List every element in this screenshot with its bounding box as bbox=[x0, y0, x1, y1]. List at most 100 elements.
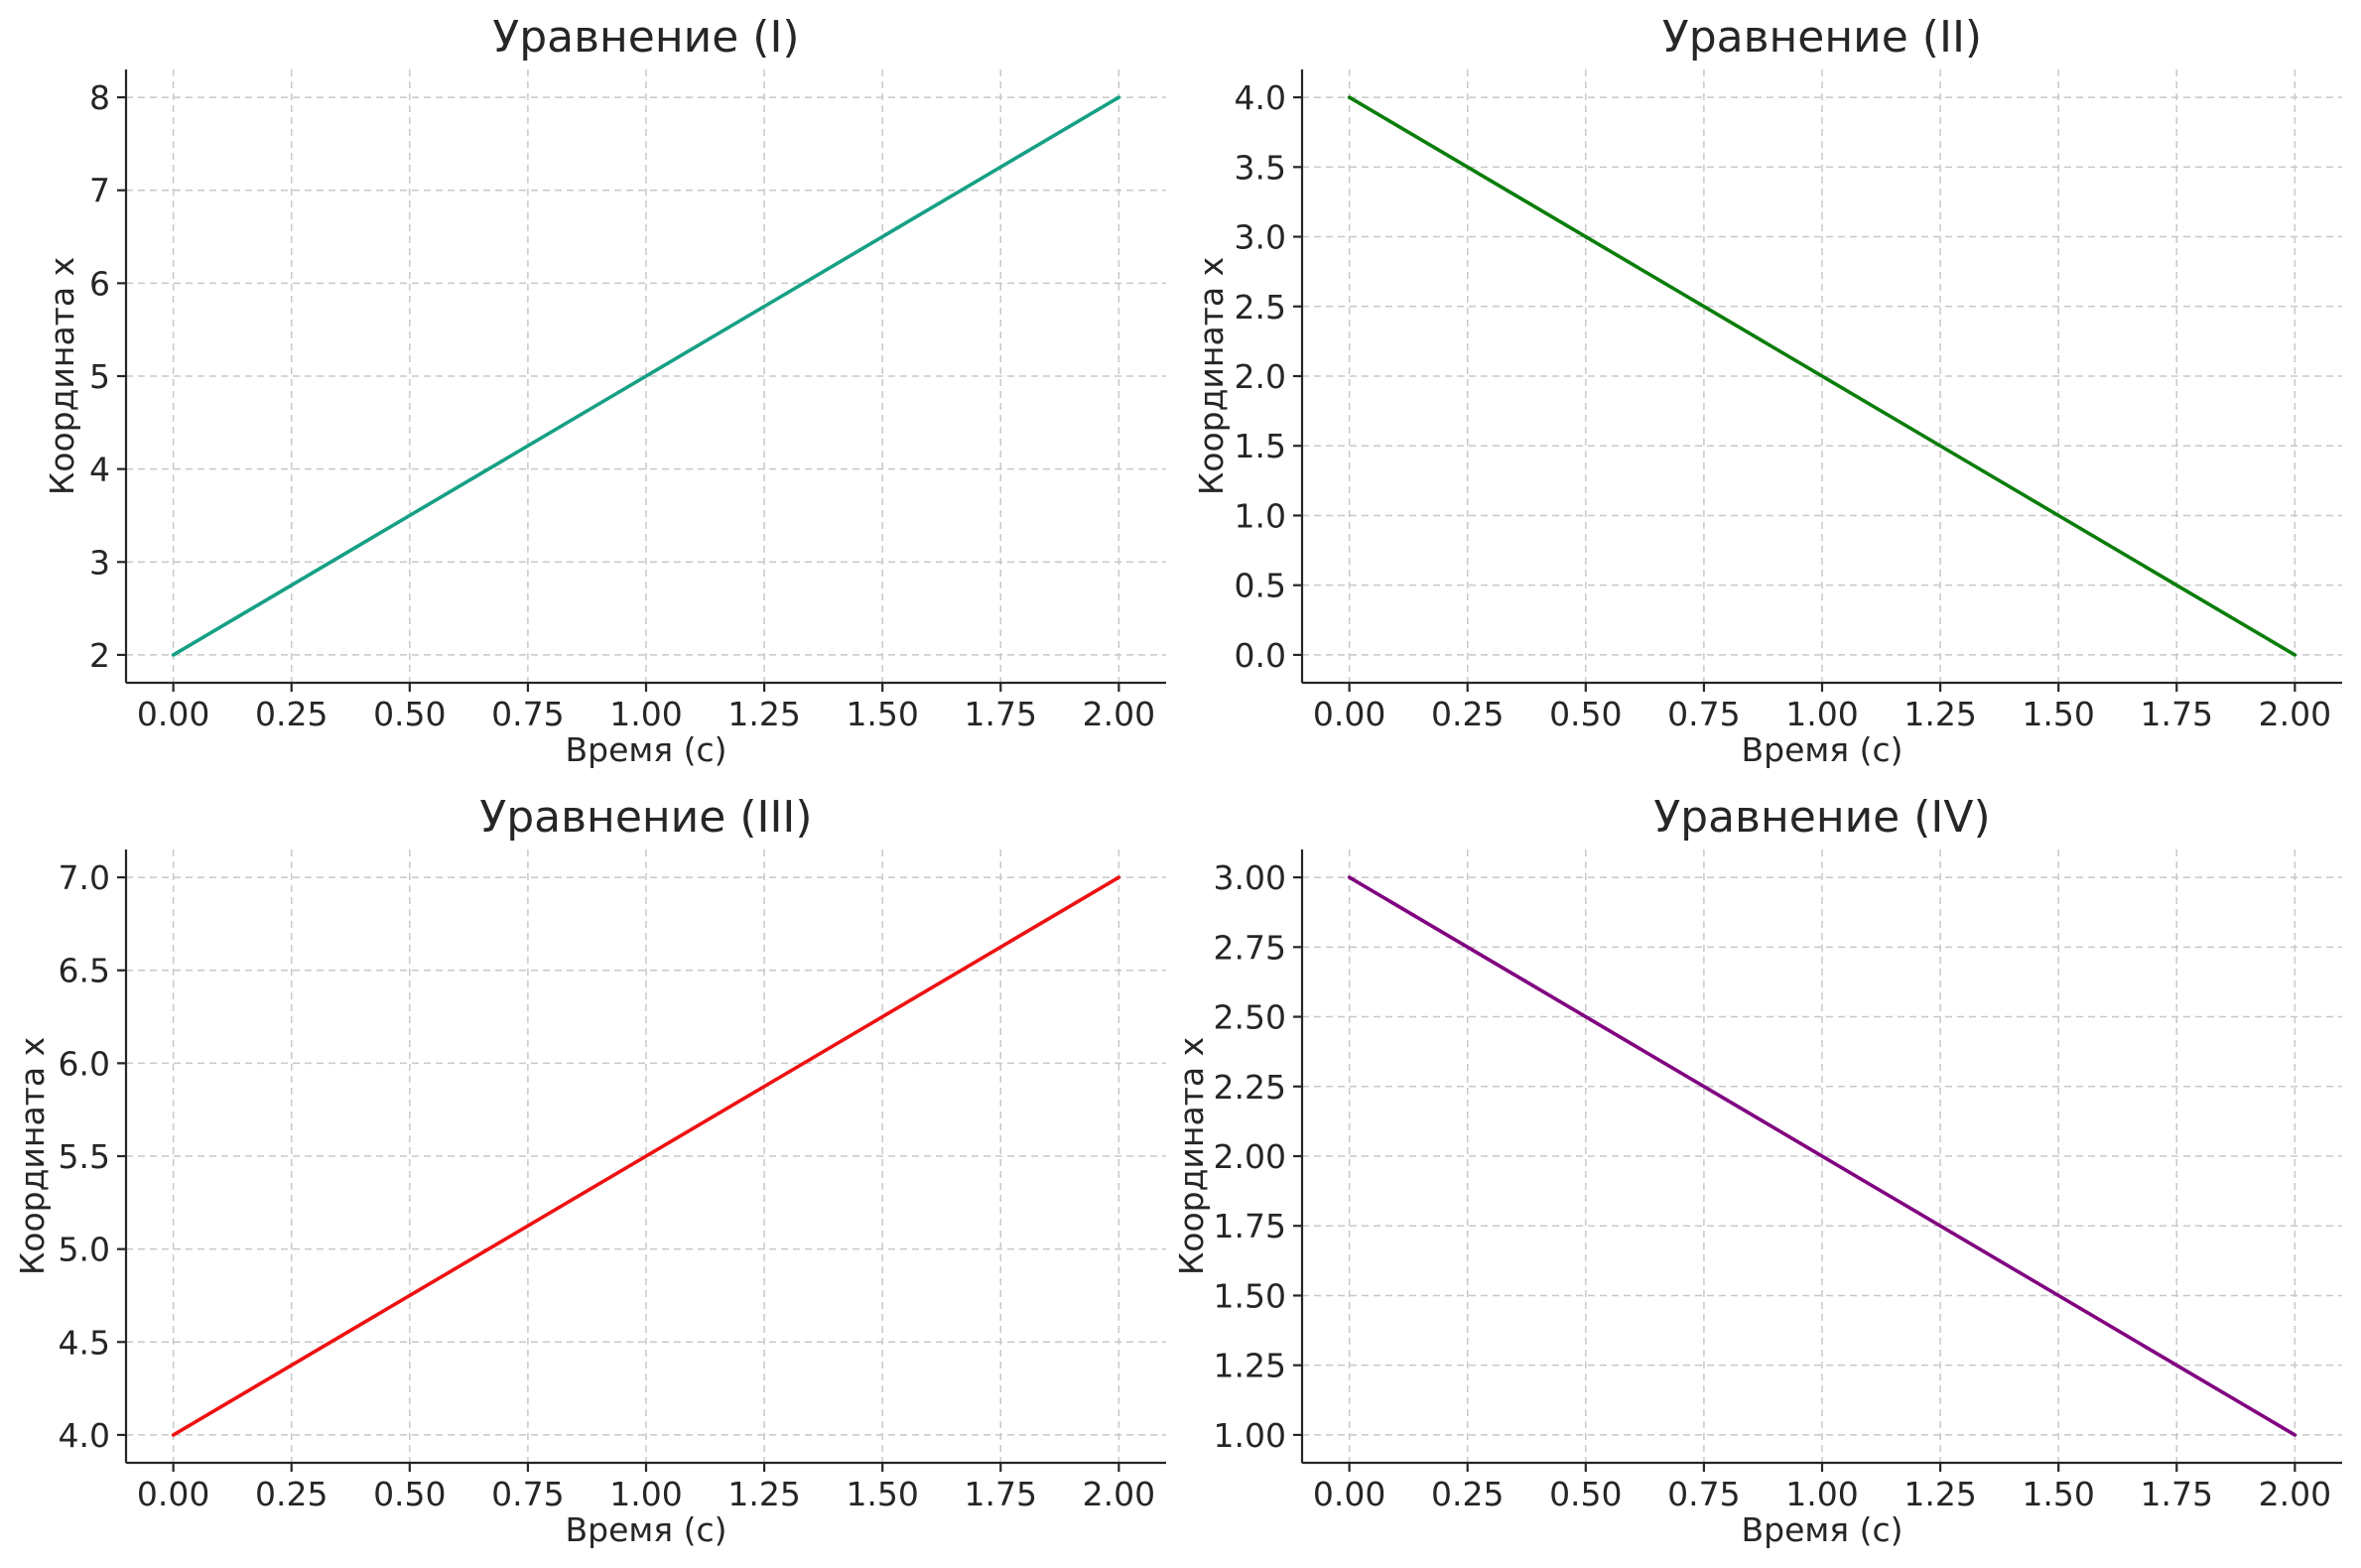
x-tick-label: 0.75 bbox=[491, 1475, 564, 1513]
series-line bbox=[171, 875, 1121, 1437]
x-tick-label: 1.75 bbox=[2141, 1475, 2213, 1513]
y-tick-label: 6.5 bbox=[59, 952, 110, 990]
y-tick-label: 1.5 bbox=[1235, 427, 1286, 465]
x-tick-label: 1.00 bbox=[1785, 695, 1858, 733]
y-tick-label: 5 bbox=[89, 357, 110, 396]
grid bbox=[1302, 69, 2342, 683]
y-tick-label: 4.5 bbox=[59, 1323, 110, 1362]
panel-equation-4: Уравнение (IV) 0.00 0.25 0.50 0.75 1.00 1.25 1… bbox=[1172, 792, 2342, 1549]
x-tick-label: 0.25 bbox=[255, 695, 328, 733]
x-ticks: 0.00 0.25 0.50 0.75 1.00 1.25 1.50 1.75 2.00 bbox=[137, 683, 1155, 733]
y-tick-label: 1.50 bbox=[1214, 1276, 1286, 1315]
y-tick-label: 3.5 bbox=[1235, 148, 1286, 187]
x-tick-label: 1.75 bbox=[965, 695, 1037, 733]
x-tick-label: 0.50 bbox=[373, 695, 446, 733]
x-tick-label: 0.50 bbox=[373, 1475, 446, 1513]
x-tick-label: 2.00 bbox=[2259, 1475, 2331, 1513]
x-ticks: 0.00 0.25 0.50 0.75 1.00 1.25 1.50 1.75 2.00 bbox=[137, 1463, 1155, 1513]
x-tick-label: 0.00 bbox=[1313, 695, 1385, 733]
y-tick-label: 4.0 bbox=[1235, 78, 1286, 117]
y-tick-label: 2 bbox=[89, 636, 110, 675]
y-axis-label: Координата x bbox=[43, 257, 81, 495]
y-tick-label: 0.5 bbox=[1235, 567, 1286, 605]
series-group bbox=[1347, 875, 2297, 1437]
x-tick-label: 1.75 bbox=[965, 1475, 1037, 1513]
x-ticks: 0.00 0.25 0.50 0.75 1.00 1.25 1.50 1.75 2.00 bbox=[1313, 683, 2331, 733]
x-tick-label: 2.00 bbox=[2259, 695, 2331, 733]
x-tick-label: 0.75 bbox=[1667, 1475, 1740, 1513]
panel-title: Уравнение (I) bbox=[492, 12, 799, 63]
panel-equation-3: Уравнение (III) 0.00 0.25 0.50 0.75 1.00 1.25… bbox=[13, 792, 1166, 1549]
y-tick-label: 2.25 bbox=[1214, 1068, 1286, 1107]
x-tick-label: 1.25 bbox=[1903, 695, 1976, 733]
grid bbox=[1302, 849, 2342, 1463]
y-tick-label: 2.50 bbox=[1214, 998, 1286, 1037]
panel-title: Уравнение (IV) bbox=[1653, 792, 1990, 843]
y-axis-label: Координата x bbox=[1172, 1037, 1211, 1275]
panel-equation-2: Уравнение (II) 0.00 0.25 0.50 0.75 1.00 1.25 1… bbox=[1192, 12, 2342, 769]
x-tick-label: 2.00 bbox=[1083, 695, 1155, 733]
series-group bbox=[1347, 95, 2297, 657]
y-tick-label: 0.0 bbox=[1235, 636, 1286, 675]
y-tick-label: 3 bbox=[89, 543, 110, 582]
x-tick-label: 0.00 bbox=[137, 695, 209, 733]
y-ticks: 1.00 1.25 1.50 1.75 2.00 2.25 2.50 2.75 3.00 bbox=[1214, 858, 1302, 1455]
series-group bbox=[171, 875, 1121, 1437]
y-tick-label: 8 bbox=[89, 78, 110, 117]
panel-equation-1: Уравнение (I) 0.00 0.25 0.50 0.75 1.00 1.25 1.… bbox=[43, 12, 1166, 769]
x-tick-label: 1.25 bbox=[727, 1475, 800, 1513]
y-tick-label: 5.0 bbox=[59, 1231, 110, 1269]
panel-title: Уравнение (II) bbox=[1662, 12, 1982, 63]
x-tick-label: 2.00 bbox=[1083, 1475, 1155, 1513]
y-tick-label: 7 bbox=[89, 172, 110, 210]
series-group bbox=[171, 95, 1121, 657]
x-tick-label: 0.50 bbox=[1549, 1475, 1622, 1513]
y-tick-label: 3.0 bbox=[1235, 218, 1286, 257]
grid bbox=[126, 849, 1166, 1463]
y-tick-label: 1.00 bbox=[1214, 1416, 1286, 1455]
series-line bbox=[1347, 875, 2297, 1437]
series-line bbox=[1347, 95, 2297, 657]
y-tick-label: 2.00 bbox=[1214, 1137, 1286, 1176]
x-tick-label: 0.00 bbox=[137, 1475, 209, 1513]
series-line bbox=[171, 95, 1121, 657]
x-tick-label: 1.00 bbox=[609, 1475, 682, 1513]
y-tick-label: 1.75 bbox=[1214, 1207, 1286, 1245]
x-ticks: 0.00 0.25 0.50 0.75 1.00 1.25 1.50 1.75 2.00 bbox=[1313, 1463, 2331, 1513]
y-ticks: 0.0 0.5 1.0 1.5 2.0 2.5 3.0 3.5 4.0 bbox=[1235, 78, 1302, 675]
x-tick-label: 1.25 bbox=[1903, 1475, 1976, 1513]
grid bbox=[126, 69, 1166, 683]
y-axis-label: Координата x bbox=[13, 1037, 52, 1275]
y-tick-label: 4 bbox=[89, 451, 110, 489]
x-tick-label: 0.25 bbox=[255, 1475, 328, 1513]
y-tick-label: 4.0 bbox=[59, 1416, 110, 1455]
x-axis-label: Время (с) bbox=[1741, 1510, 1902, 1549]
x-tick-label: 0.25 bbox=[1431, 1475, 1504, 1513]
x-tick-label: 1.50 bbox=[2022, 1475, 2094, 1513]
y-tick-label: 7.0 bbox=[59, 858, 110, 897]
x-axis-label: Время (с) bbox=[565, 730, 726, 769]
x-axis-label: Время (с) bbox=[565, 1510, 726, 1549]
x-tick-label: 1.75 bbox=[2141, 695, 2213, 733]
x-tick-label: 0.75 bbox=[491, 695, 564, 733]
y-tick-label: 2.0 bbox=[1235, 357, 1286, 396]
y-tick-label: 6.0 bbox=[59, 1044, 110, 1083]
y-ticks: 4.0 4.5 5.0 5.5 6.0 6.5 7.0 bbox=[59, 858, 126, 1455]
x-tick-label: 1.50 bbox=[846, 1475, 918, 1513]
y-tick-label: 3.00 bbox=[1214, 858, 1286, 897]
x-tick-label: 1.50 bbox=[2022, 695, 2094, 733]
x-tick-label: 1.50 bbox=[846, 695, 918, 733]
y-tick-label: 2.75 bbox=[1214, 928, 1286, 967]
y-axis-label: Координата x bbox=[1192, 257, 1231, 495]
y-tick-label: 1.25 bbox=[1214, 1347, 1286, 1385]
x-tick-label: 0.25 bbox=[1431, 695, 1504, 733]
x-tick-label: 0.00 bbox=[1313, 1475, 1385, 1513]
y-tick-label: 5.5 bbox=[59, 1137, 110, 1176]
x-tick-label: 1.25 bbox=[727, 695, 800, 733]
y-ticks: 2 3 4 5 6 7 8 bbox=[89, 78, 126, 675]
x-axis-label: Время (с) bbox=[1741, 730, 1902, 769]
y-tick-label: 6 bbox=[89, 264, 110, 303]
y-tick-label: 1.0 bbox=[1235, 496, 1286, 535]
y-tick-label: 2.5 bbox=[1235, 288, 1286, 327]
